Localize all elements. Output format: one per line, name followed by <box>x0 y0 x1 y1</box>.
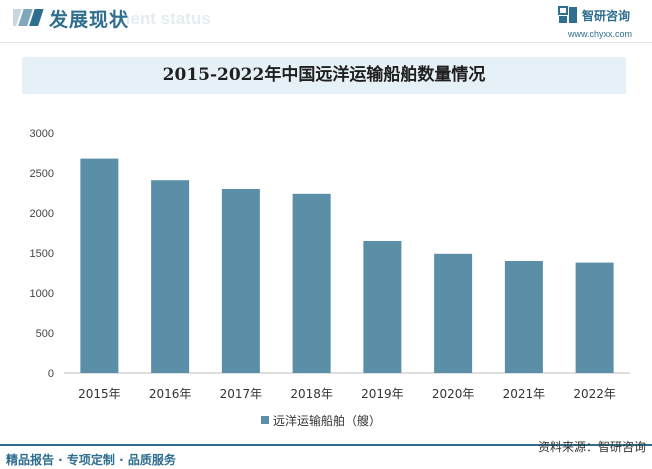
x-tick-label: 2015年 <box>78 387 121 401</box>
y-tick-label: 2500 <box>30 168 54 180</box>
legend-label: 远洋运输船舶（艘） <box>273 413 381 428</box>
section-subtitle-ghost: nent status <box>120 9 211 28</box>
y-tick-label: 1000 <box>30 288 54 300</box>
brand-url: www.chyxx.com <box>568 29 633 39</box>
header-divider <box>0 42 652 43</box>
header-bar: nent status 发展现状 智研咨询 www.chyxx.com <box>0 0 652 39</box>
bar <box>575 262 614 373</box>
y-tick-label: 2000 <box>30 208 54 220</box>
bar <box>292 193 331 373</box>
footer-tagline: 精品报告 · 专项定制 · 品质服务 <box>6 453 176 467</box>
bar <box>434 253 473 373</box>
bar <box>151 180 190 373</box>
brand-logo-icon <box>558 6 577 23</box>
footer-line <box>0 444 652 446</box>
y-tick-label: 0 <box>48 368 54 380</box>
y-tick-label: 3000 <box>30 128 54 140</box>
bar <box>221 189 260 373</box>
bar <box>504 261 543 373</box>
x-tick-label: 2018年 <box>290 387 333 401</box>
y-tick-label: 500 <box>36 328 54 340</box>
x-tick-label: 2017年 <box>220 387 263 401</box>
x-tick-label: 2020年 <box>432 387 475 401</box>
section-title: 发展现状 <box>49 9 130 31</box>
section-chevron-icon <box>13 9 44 26</box>
x-tick-label: 2022年 <box>573 387 616 401</box>
x-tick-label: 2019年 <box>361 387 404 401</box>
chart-title: 2015-2022年中国远洋运输船舶数量情况 <box>162 65 486 85</box>
x-tick-label: 2021年 <box>503 387 546 401</box>
bar <box>363 241 402 373</box>
x-tick-label: 2016年 <box>149 387 192 401</box>
chart-title-band <box>22 57 626 94</box>
y-tick-label: 1500 <box>30 248 54 260</box>
brand-name: 智研咨询 <box>582 9 631 23</box>
legend-swatch <box>261 416 269 424</box>
bar <box>80 158 119 373</box>
source-note: 资料来源：智研咨询 <box>537 440 646 454</box>
